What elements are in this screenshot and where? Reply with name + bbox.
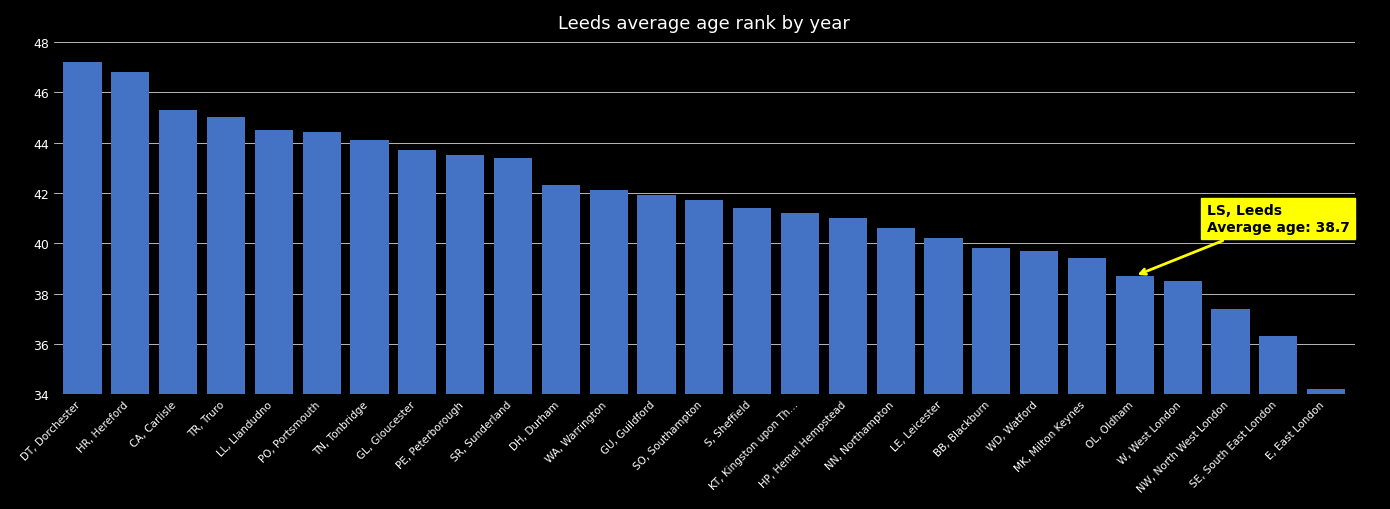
Bar (542, 186, 580, 509)
Bar (589, 191, 628, 509)
Bar (972, 249, 1011, 509)
Bar (446, 156, 484, 509)
Bar (924, 239, 963, 509)
Bar (733, 209, 771, 509)
Bar (1068, 259, 1106, 509)
Bar (1116, 276, 1154, 509)
Bar (493, 158, 532, 509)
Bar (254, 131, 293, 509)
Bar (828, 219, 867, 509)
Bar (1020, 251, 1058, 509)
Bar (207, 118, 245, 509)
Bar (781, 214, 819, 509)
Bar (877, 229, 915, 509)
Bar (1163, 281, 1202, 509)
Bar (350, 141, 389, 509)
Bar (158, 110, 197, 509)
Bar (685, 201, 723, 509)
Bar (1259, 336, 1297, 509)
Bar (111, 73, 150, 509)
Title: Leeds average age rank by year: Leeds average age rank by year (559, 15, 851, 33)
Bar (1212, 309, 1250, 509)
Bar (64, 63, 101, 509)
Text: LS, Leeds
Average age: 38.7: LS, Leeds Average age: 38.7 (1140, 204, 1350, 275)
Bar (398, 151, 436, 509)
Bar (303, 133, 341, 509)
Bar (1307, 389, 1346, 509)
Bar (638, 196, 676, 509)
